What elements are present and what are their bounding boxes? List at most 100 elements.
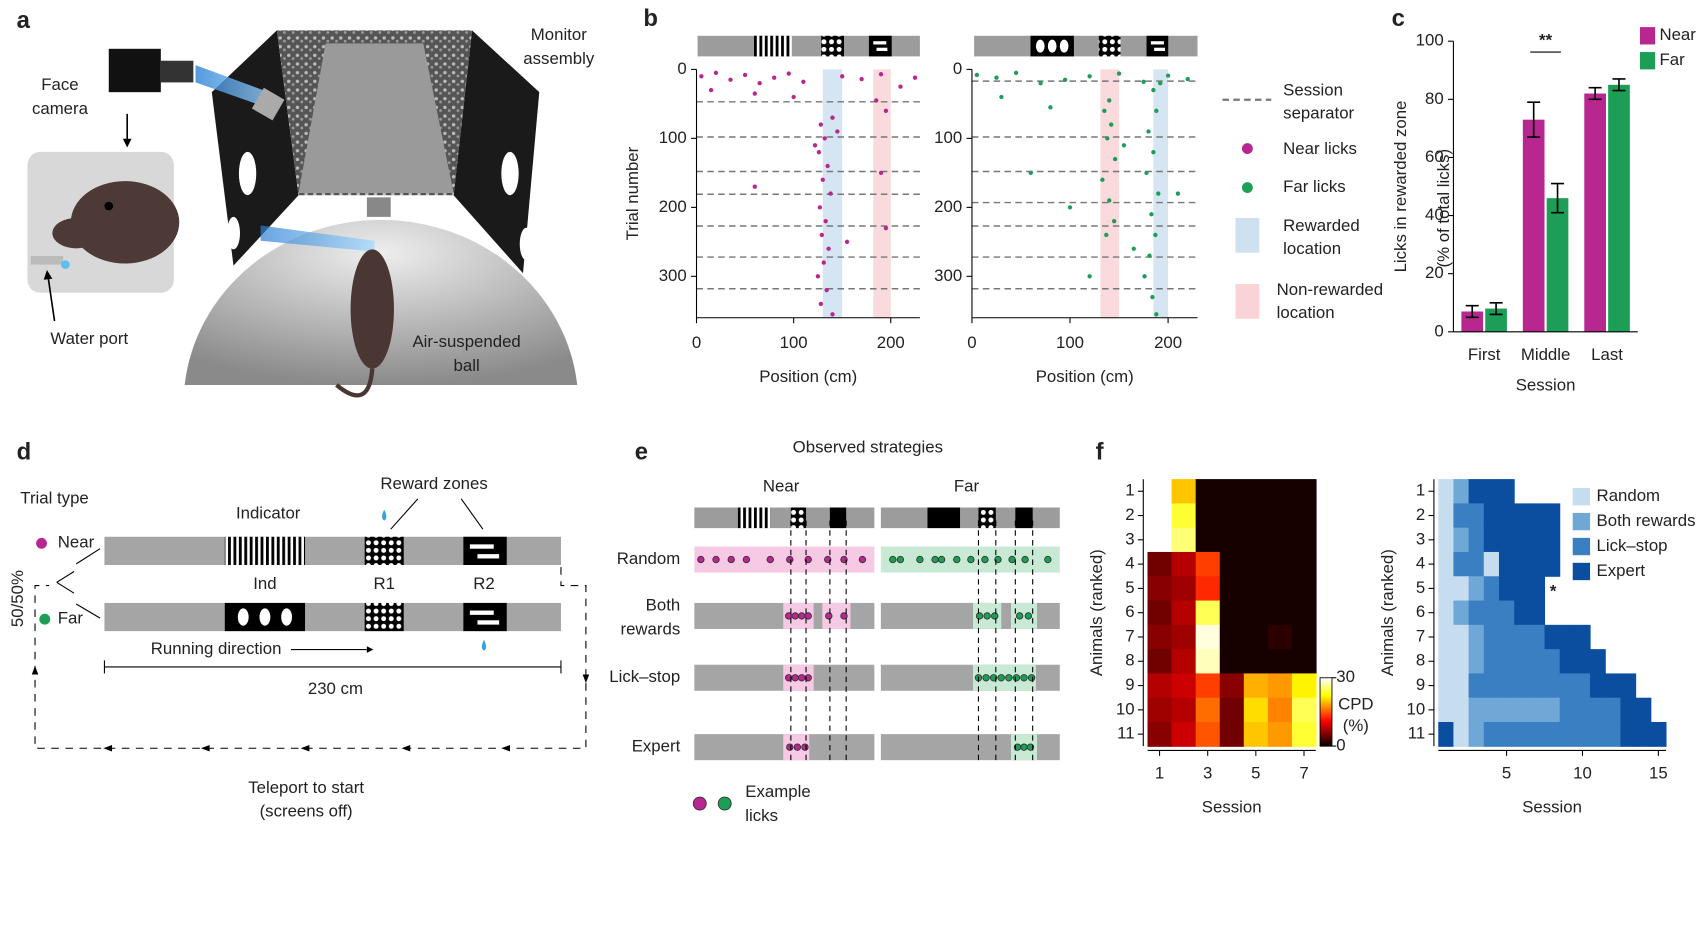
- heatmap-cell: [1291, 551, 1317, 577]
- decoration: [36, 537, 47, 549]
- colorbar-tick-label: 0: [1336, 736, 1345, 755]
- decoration: [237, 608, 249, 626]
- lick-point: [1151, 87, 1156, 93]
- strategy-cell: [1544, 527, 1561, 553]
- lick-point: [708, 87, 714, 93]
- heatmap-cell: [1219, 721, 1245, 747]
- lick-point: [835, 129, 840, 134]
- lick-point: [824, 287, 829, 293]
- lick-point: [1153, 232, 1158, 238]
- strategy-cell: [1574, 721, 1591, 747]
- strategy-cell: [1605, 721, 1621, 747]
- heatmap-cell: [1267, 649, 1293, 674]
- colorbar-step: [1320, 711, 1332, 715]
- lick-point: [1147, 253, 1152, 258]
- legend-label: licks: [745, 806, 778, 825]
- decoration: [975, 612, 984, 620]
- y-tick-label: 100: [659, 128, 687, 147]
- lick-point: [1062, 77, 1068, 82]
- colorbar-step: [1320, 725, 1332, 728]
- legend-label: Far: [1659, 50, 1685, 69]
- decoration: [122, 138, 132, 148]
- annotation: assembly: [523, 49, 595, 68]
- strategy-cell: [1483, 503, 1500, 529]
- heatmap-cell: [1267, 479, 1293, 504]
- y-tick-label: 6: [1416, 602, 1425, 621]
- heatmap-cell: [1243, 479, 1269, 504]
- lick-point: [1112, 156, 1118, 162]
- error-bar: [1588, 86, 1602, 101]
- legend-swatch: [1639, 52, 1656, 70]
- y-tick-label: 40: [1425, 205, 1444, 224]
- decoration: [1015, 507, 1033, 529]
- error-bar: [1551, 182, 1565, 214]
- colorbar-step: [1320, 708, 1332, 711]
- strategy-cell: [1453, 551, 1470, 577]
- heatmap-cell: [1267, 600, 1293, 626]
- x-axis-label: Session: [1202, 797, 1262, 816]
- colorbar-step: [1320, 699, 1332, 703]
- track-schematic: [31, 498, 590, 752]
- x-tick-label: 3: [1203, 764, 1212, 783]
- strategy-cell: [1483, 697, 1500, 723]
- x-tick-label: 100: [1056, 333, 1084, 352]
- strategy-cell: [1635, 697, 1652, 723]
- x-tick-label: 200: [1154, 333, 1182, 352]
- decoration: [335, 368, 375, 398]
- y-tick-label: 200: [659, 197, 687, 216]
- decoration: [1010, 602, 1038, 629]
- decoration: [766, 555, 774, 564]
- colorbar-step: [1320, 742, 1332, 745]
- decoration: [791, 612, 799, 620]
- lick-point: [752, 91, 757, 96]
- strategy-cell: [1605, 697, 1621, 723]
- decoration: [108, 48, 161, 93]
- lick-point: [821, 260, 826, 265]
- heatmap-cell: [1219, 624, 1245, 650]
- annotation: Far: [954, 476, 980, 495]
- heatmap-cell: [1243, 697, 1269, 723]
- legend-swatch: [1572, 487, 1591, 506]
- legend-label: Near: [1659, 25, 1696, 44]
- lick-point: [898, 84, 903, 89]
- heatmap-cell: [1171, 721, 1197, 747]
- colorbar-step: [1320, 688, 1332, 691]
- legend-dot: [1241, 143, 1253, 154]
- strategy-cell: [1529, 649, 1546, 674]
- lick-point: [1048, 105, 1053, 110]
- lick-point: [819, 232, 824, 238]
- heatmap-cell: [1243, 624, 1269, 650]
- decoration: [829, 507, 847, 529]
- heatmap-cell: [1291, 576, 1317, 602]
- colorbar-step: [1320, 701, 1332, 704]
- strategy-cell: [1605, 673, 1621, 699]
- track-stripes: [697, 35, 1198, 57]
- decoration: [104, 201, 114, 211]
- colorbar-step: [1320, 706, 1332, 710]
- panel-label: a: [17, 7, 31, 34]
- lick-point: [1154, 108, 1159, 113]
- heatmap-cell: [1243, 649, 1269, 674]
- strategy-cell: [1514, 503, 1530, 529]
- colorbar-step: [1320, 735, 1332, 739]
- strategy-cell: [1468, 721, 1485, 747]
- decoration: [916, 555, 924, 564]
- decoration: [75, 548, 101, 565]
- lick-point: [1111, 218, 1117, 224]
- heatmap-cell: [1219, 649, 1245, 674]
- y-tick-label: 6: [1125, 602, 1134, 621]
- colorbar-step: [1320, 737, 1332, 740]
- legend-label: Example: [745, 782, 810, 801]
- legend-label: Non-rewarded: [1277, 280, 1383, 299]
- strategy-cell: [1498, 721, 1515, 747]
- decoration: [47, 276, 56, 322]
- decoration: [801, 743, 809, 751]
- strategy-cell: [1514, 551, 1530, 577]
- y-axis-label: Animals (ranked): [1087, 549, 1106, 676]
- decoration: [858, 555, 867, 564]
- strategy-cell: [1498, 527, 1515, 553]
- annotation: Reward zones: [380, 474, 487, 493]
- decoration: [982, 674, 990, 682]
- colorbar-label: (%): [1343, 716, 1369, 735]
- strategy-cell: [1514, 697, 1530, 723]
